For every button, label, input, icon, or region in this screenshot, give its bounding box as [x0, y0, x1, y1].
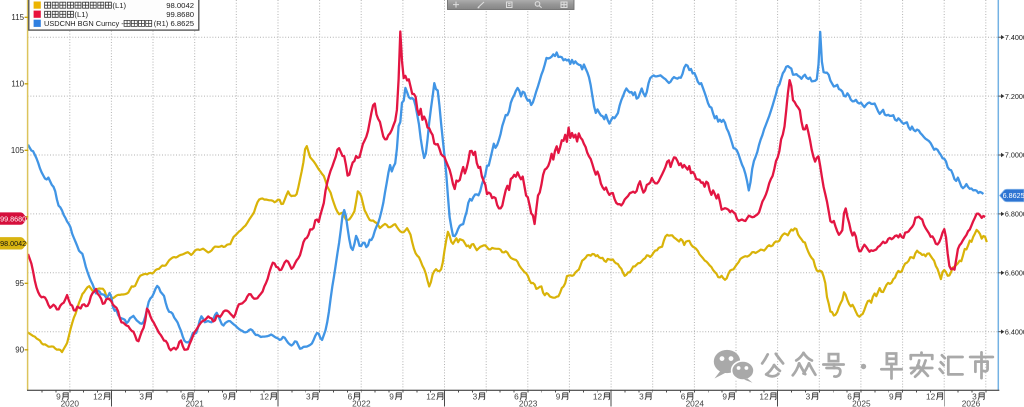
svg-text:3: 3 [473, 391, 478, 401]
svg-text:98.0042: 98.0042 [0, 239, 26, 248]
svg-text:6: 6 [681, 391, 686, 401]
svg-text:9: 9 [556, 391, 561, 401]
svg-text:3: 3 [806, 391, 811, 401]
svg-text:6.8625: 6.8625 [1003, 191, 1024, 200]
svg-text:12: 12 [260, 391, 270, 401]
svg-text:3: 3 [306, 391, 311, 401]
svg-text:2025: 2025 [852, 399, 871, 407]
svg-text:90: 90 [15, 346, 24, 355]
svg-text:7.2000: 7.2000 [1005, 92, 1024, 101]
svg-text:7.0000: 7.0000 [1005, 151, 1024, 160]
svg-text:(L1): (L1) [112, 1, 126, 10]
svg-text:6.6000: 6.6000 [1005, 269, 1024, 278]
svg-text:99.8680: 99.8680 [0, 214, 26, 223]
svg-text:6: 6 [348, 391, 353, 401]
svg-text:6: 6 [181, 391, 186, 401]
svg-text:(R1): (R1) [154, 19, 168, 28]
svg-text:6.8625: 6.8625 [170, 19, 194, 28]
svg-text:3: 3 [972, 391, 977, 401]
svg-text:12: 12 [926, 391, 936, 401]
svg-text:115: 115 [11, 13, 24, 22]
svg-text:9: 9 [56, 391, 61, 401]
svg-text:99.8680: 99.8680 [166, 10, 194, 19]
svg-text:USDCNH BGN Curncy -: USDCNH BGN Curncy - [44, 19, 124, 28]
svg-text:2021: 2021 [185, 399, 204, 407]
svg-text:3: 3 [139, 391, 144, 401]
svg-text:9: 9 [389, 391, 394, 401]
svg-text:105: 105 [11, 146, 25, 155]
svg-text:2020: 2020 [61, 399, 80, 407]
svg-text:9: 9 [889, 391, 894, 401]
svg-text:2026: 2026 [962, 399, 981, 407]
svg-text:12: 12 [426, 391, 436, 401]
svg-text:95: 95 [15, 279, 24, 288]
svg-text:12: 12 [593, 391, 603, 401]
svg-text:9: 9 [223, 391, 228, 401]
svg-text:6: 6 [514, 391, 519, 401]
svg-text:9: 9 [722, 391, 727, 401]
svg-text:6.8000: 6.8000 [1005, 210, 1024, 219]
svg-text:110: 110 [11, 80, 24, 89]
svg-text:12: 12 [93, 391, 103, 401]
svg-text:2024: 2024 [686, 399, 705, 407]
svg-text:6: 6 [847, 391, 852, 401]
svg-text:3: 3 [639, 391, 644, 401]
svg-text:(L1): (L1) [74, 10, 88, 19]
svg-text:98.0042: 98.0042 [166, 1, 194, 10]
svg-text:7.4000: 7.4000 [1005, 33, 1024, 42]
svg-text:2022: 2022 [352, 399, 371, 407]
svg-text:6.4000: 6.4000 [1005, 327, 1024, 336]
svg-text:12: 12 [759, 391, 769, 401]
svg-text:2023: 2023 [519, 399, 538, 407]
